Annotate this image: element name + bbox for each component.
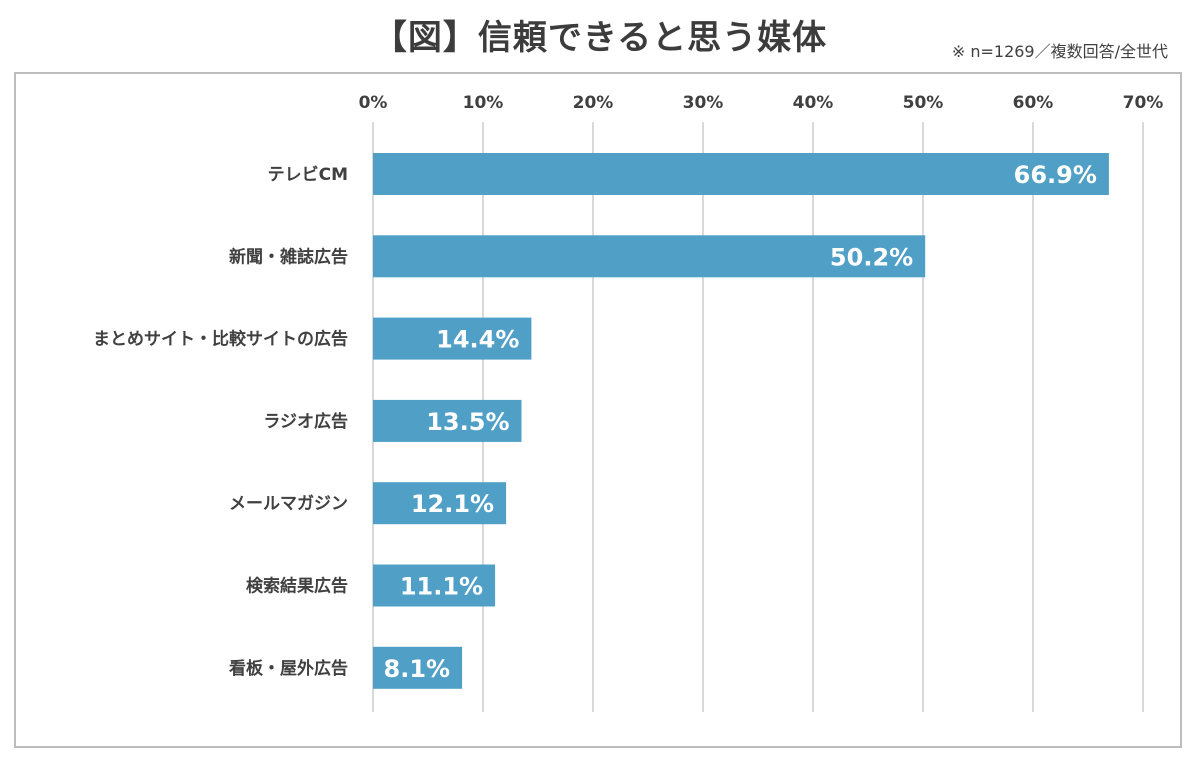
value-label: 50.2% [830, 243, 913, 271]
bars [373, 153, 1109, 689]
category-label: 検索結果広告 [246, 576, 348, 597]
x-tick-label: 40% [793, 93, 834, 113]
category-label: 看板・屋外広告 [228, 658, 348, 679]
grid-lines [372, 122, 1144, 712]
value-label: 11.1% [400, 573, 483, 601]
bar [373, 482, 507, 525]
x-tick-label: 30% [683, 93, 724, 113]
x-tick-label: 20% [573, 93, 614, 113]
x-tick-label: 0% [359, 93, 388, 113]
x-tick-label: 70% [1123, 93, 1164, 113]
value-label: 12.1% [411, 490, 494, 518]
bar [373, 235, 926, 278]
bar [373, 646, 463, 689]
value-label: 8.1% [384, 655, 451, 683]
category-labels: テレビCM 新聞・雑誌広告まとめサイト・比較サイトの広告ラジオ広告メールマガジン検… [93, 165, 348, 679]
value-labels: 66.9% 50.2% 14.4% 13.5% 12.1% 11.1% 8.1% [384, 161, 1097, 683]
bar [373, 564, 496, 607]
bar [373, 399, 522, 442]
value-label: 14.4% [436, 326, 519, 354]
category-label: メールマガジン [229, 494, 348, 514]
category-label: まとめサイト・比較サイトの広告 [93, 329, 348, 350]
category-label: 新聞・雑誌広告 [229, 246, 348, 267]
category-label: テレビCM [268, 165, 348, 185]
x-axis-tick-labels: 0% 10% 20% 30% 40% 50% 60% 70% [359, 93, 1164, 113]
x-tick-label: 10% [463, 93, 504, 113]
bar [373, 153, 1109, 195]
x-tick-label: 60% [1013, 93, 1054, 113]
value-label: 13.5% [426, 408, 509, 436]
x-tick-label: 50% [903, 93, 944, 113]
value-label: 66.9% [1014, 161, 1097, 189]
category-label: ラジオ広告 [263, 411, 348, 432]
chart-title: 【図】信頼できると思う媒体 [372, 18, 828, 58]
bar [373, 317, 532, 360]
sample-note: ※ n=1269／複数回答/全世代 [951, 42, 1168, 61]
